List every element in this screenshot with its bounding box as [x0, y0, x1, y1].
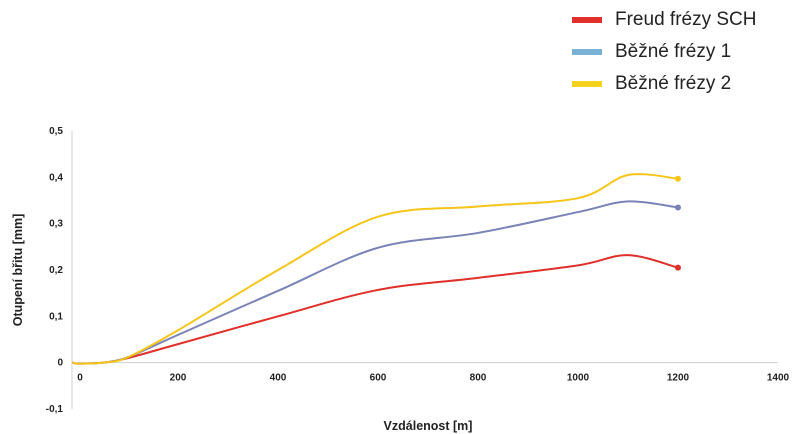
series-line-1: [72, 254, 679, 365]
series-end-point-2: [675, 204, 681, 211]
legend-label: Běžné frézy 1: [615, 41, 732, 62]
x-tick-label: 1200: [667, 373, 690, 384]
x-axis-title: Vzdálenost [m]: [384, 419, 473, 433]
chart-legend: Freud frézy SCH Běžné frézy 1 Běžné frézy …: [572, 4, 756, 100]
x-tick-label: 0: [77, 373, 83, 384]
legend-swatch: [572, 81, 602, 87]
y-tick-label: 0: [57, 358, 63, 369]
legend-swatch: [572, 49, 602, 55]
series-end-point-1: [675, 264, 681, 271]
y-tick-label: -0,1: [46, 404, 64, 415]
x-tick-label: 800: [470, 373, 487, 384]
x-tick-label: 1400: [767, 373, 790, 384]
series-end-point-3: [675, 175, 681, 182]
ticks-layer: 0,5 0,4 0,3 0,2 0,1 0 -0,1 0 200 400 600 800 1000 120…: [46, 126, 790, 415]
legend-label: Běžné frézy 2: [615, 73, 732, 94]
legend-item: Běžné frézy 2: [572, 68, 756, 100]
legend-item: Běžné frézy 1: [572, 36, 756, 68]
x-tick-label: 1000: [567, 373, 590, 384]
series-line-3: [72, 173, 679, 365]
x-tick-label: 200: [170, 373, 187, 384]
legend-swatch: [572, 17, 602, 23]
y-tick-label: 0,3: [49, 219, 63, 230]
y-tick-label: 0,4: [49, 172, 63, 183]
x-tick-label: 600: [370, 373, 387, 384]
y-tick-label: 0,1: [49, 311, 63, 322]
y-tick-label: 0,2: [49, 265, 63, 276]
axes-layer: [71, 131, 778, 409]
y-tick-label: 0,5: [49, 126, 63, 137]
y-axis-title: Otupení břitu [mm]: [11, 214, 25, 327]
x-tick-label: 400: [270, 373, 287, 384]
series-layer: [72, 173, 681, 365]
legend-label: Freud frézy SCH: [615, 9, 757, 30]
legend-item: Freud frézy SCH: [572, 4, 756, 36]
